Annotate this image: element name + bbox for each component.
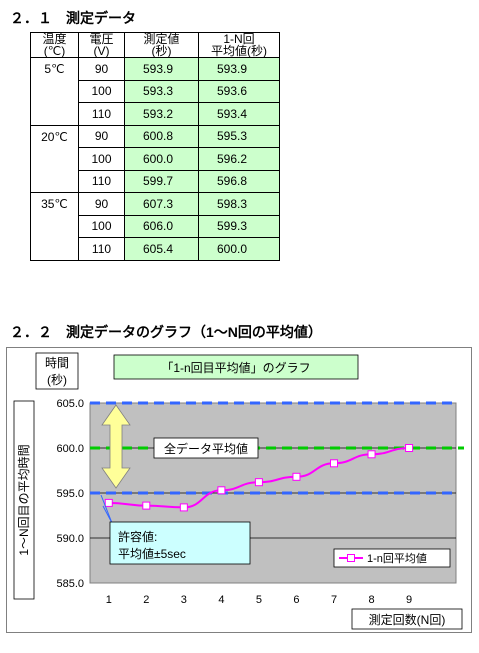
section-title-measurement-data: ２．１ 測定データ xyxy=(10,10,136,26)
chart-title-box xyxy=(113,354,359,380)
temp-cell: 35℃ xyxy=(30,192,79,261)
average-cell: 593.9 xyxy=(198,57,280,81)
measurement-table: 温度 (℃) 電圧 (V) 測定値 (秒) 1-N回 平均値(秒) 5℃ 90 593.… xyxy=(30,32,280,261)
x-tick-label: 6 xyxy=(293,594,299,606)
x-tick-label: 8 xyxy=(368,594,374,606)
tolerance-label-1: 許容値: xyxy=(118,529,157,544)
tolerance-double-arrow xyxy=(101,404,131,489)
average-cell: 598.3 xyxy=(198,192,280,216)
section-title-graph: ２．２ 測定データのグラフ（1～N回の平均値） xyxy=(10,324,322,340)
header-voltage: 電圧 (V) xyxy=(78,32,125,58)
target-label: 全データ平均値 xyxy=(164,441,248,456)
legend-box xyxy=(333,548,451,568)
y-tick-label: 600.0 xyxy=(56,443,84,455)
temp-cell: 5℃ xyxy=(30,57,79,126)
series-marker xyxy=(292,472,301,481)
average-cell: 600.0 xyxy=(198,237,280,261)
header-temperature: 温度 (℃) xyxy=(30,32,79,58)
measured-cell: 600.0 xyxy=(124,147,199,171)
voltage-cell: 110 xyxy=(78,170,125,193)
average-cell: 599.3 xyxy=(198,215,280,238)
y-tick-label: 595.0 xyxy=(56,488,84,500)
legend-label: 1-n回平均値 xyxy=(367,552,427,565)
measured-cell: 599.7 xyxy=(124,170,199,193)
x-tick-label: 9 xyxy=(406,594,412,606)
side-label-box xyxy=(13,400,35,600)
measured-cell: 593.2 xyxy=(124,102,199,126)
series-marker xyxy=(104,498,113,507)
temp-cell: 20℃ xyxy=(30,125,79,193)
series-layer xyxy=(104,444,414,512)
ylabel-top: 時間 xyxy=(45,356,69,370)
tolerance-pointer-2 xyxy=(102,505,113,524)
time-unit-box xyxy=(35,352,79,390)
series-marker xyxy=(142,501,151,510)
ylabel-bottom: (秒) xyxy=(47,373,67,387)
measured-cell: 607.3 xyxy=(124,192,199,216)
x-tick-label: 7 xyxy=(331,594,337,606)
legend-marker xyxy=(347,554,355,562)
tolerance-label-box xyxy=(109,521,251,565)
header-measured: 測定値 (秒) xyxy=(124,32,199,58)
tolerance-pointer-1 xyxy=(100,494,113,524)
xlabel-box xyxy=(351,608,463,630)
measured-cell: 593.3 xyxy=(124,80,199,103)
x-tick-label: 2 xyxy=(143,594,149,606)
average-cell: 596.2 xyxy=(198,147,280,171)
y-tick-label: 605.0 xyxy=(56,398,84,410)
tolerance-arrow xyxy=(101,404,131,489)
average-time-chart: 1～N回目の平均時間 時間 (秒) 「1-n回目平均値」のグラフ 605.060… xyxy=(6,347,472,633)
x-tick-labels: 1 2 3 4 5 6 7 8 9 xyxy=(106,594,412,606)
x-axis-label: 測定回数(N回) xyxy=(369,612,446,627)
voltage-cell: 90 xyxy=(78,192,125,216)
voltage-cell: 110 xyxy=(78,237,125,261)
measured-cell: 593.9 xyxy=(124,57,199,81)
voltage-cell: 90 xyxy=(78,125,125,148)
average-cell: 596.8 xyxy=(198,170,280,193)
voltage-cell: 90 xyxy=(78,57,125,81)
target-label-box xyxy=(153,437,259,459)
side-axis-label: 1～N回目の平均時間 xyxy=(17,444,31,555)
header-average: 1-N回 平均値(秒) xyxy=(198,32,280,58)
measured-cell: 600.8 xyxy=(124,125,199,148)
tolerance-label-2: 平均値±5sec xyxy=(118,546,186,561)
average-cell: 593.6 xyxy=(198,80,280,103)
measured-cell: 606.0 xyxy=(124,215,199,238)
series-marker xyxy=(405,444,414,452)
x-tick-label: 5 xyxy=(256,594,262,606)
x-tick-label: 4 xyxy=(218,594,224,606)
voltage-cell: 100 xyxy=(78,80,125,103)
y-tick-label: 585.0 xyxy=(56,578,84,590)
series-marker xyxy=(330,459,338,468)
series-marker xyxy=(217,486,226,495)
chart-title: 「1-n回目平均値」のグラフ xyxy=(161,360,310,375)
average-cell: 595.3 xyxy=(198,125,280,148)
x-tick-label: 1 xyxy=(106,594,112,606)
measured-cell: 605.4 xyxy=(124,237,199,261)
x-tick-label: 3 xyxy=(181,594,187,606)
legend: 1-n回平均値 xyxy=(333,548,451,568)
series-marker xyxy=(254,478,263,487)
y-tick-label: 590.0 xyxy=(56,533,84,545)
voltage-cell: 100 xyxy=(78,215,125,238)
voltage-cell: 100 xyxy=(78,147,125,171)
series-marker xyxy=(367,450,376,459)
voltage-cell: 110 xyxy=(78,102,125,126)
y-tick-labels: 605.0 600.0 595.0 590.0 585.0 xyxy=(56,398,84,590)
series-marker xyxy=(179,503,188,512)
average-cell: 593.4 xyxy=(198,102,280,126)
